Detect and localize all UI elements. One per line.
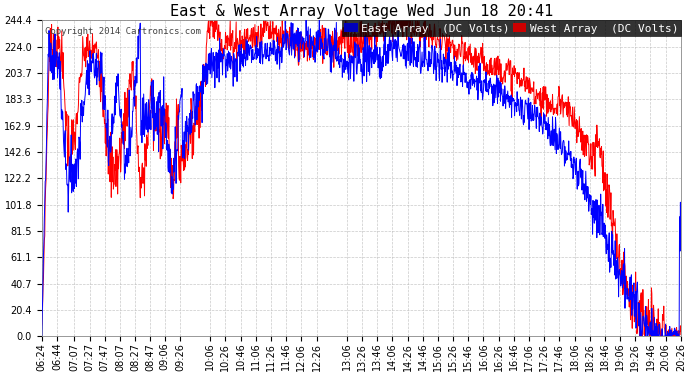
Title: East & West Array Voltage Wed Jun 18 20:41: East & West Array Voltage Wed Jun 18 20:… [170, 4, 553, 19]
Text: Copyright 2014 Cartronics.com: Copyright 2014 Cartronics.com [45, 27, 201, 36]
Legend: East Array  (DC Volts), West Array  (DC Volts): East Array (DC Volts), West Array (DC Vo… [342, 20, 681, 36]
